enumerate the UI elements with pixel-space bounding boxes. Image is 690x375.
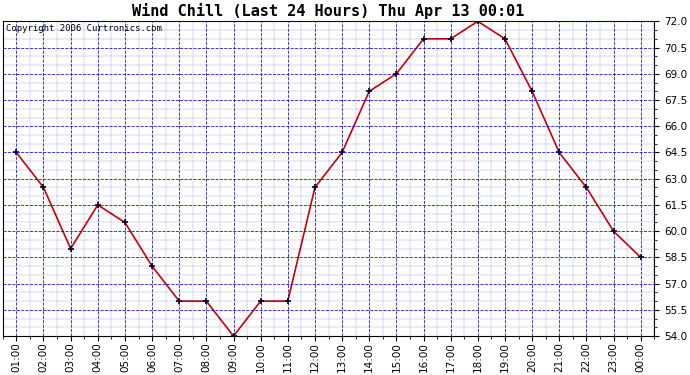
Title: Wind Chill (Last 24 Hours) Thu Apr 13 00:01: Wind Chill (Last 24 Hours) Thu Apr 13 00…	[132, 3, 524, 19]
Text: Copyright 2006 Curtronics.com: Copyright 2006 Curtronics.com	[6, 24, 162, 33]
